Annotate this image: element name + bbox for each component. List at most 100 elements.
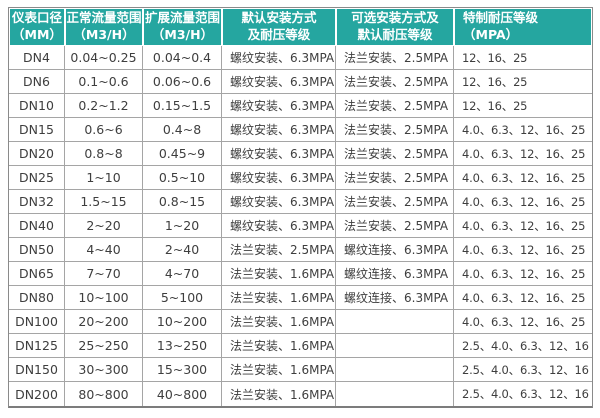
table-row: DN10 0.2~1.2 0.15~1.5 螺纹安装、6.3MPA 法兰安装、2.5MP…	[9, 94, 592, 118]
cell-optional-install	[336, 358, 454, 382]
table-row: DN25 1~10 0.5~10 螺纹安装、6.3MPA 法兰安装、2.5MPA 4.0、…	[9, 166, 592, 190]
cell-default-install: 法兰安装、1.6MPA	[222, 262, 336, 286]
cell-extended-flow-range: 0.4~8	[143, 118, 222, 142]
cell-special-pressure: 12、16、25	[454, 46, 592, 70]
cell-special-pressure: 4.0、6.3、12、16、25	[454, 118, 592, 142]
header-cell-special-pressure: 特制耐压等级 （MPA）	[454, 8, 592, 46]
header-label-line: （MPA）	[463, 27, 519, 42]
cell-extended-flow-range: 0.04~0.4	[143, 46, 222, 70]
table-row: DN100 20~200 10~200 法兰安装、1.6MPA 4.0、6.3、12、1…	[9, 310, 592, 334]
cell-special-pressure: 2.5、4.0、6.3、12、16	[454, 334, 592, 358]
table-row: DN4 0.04~0.25 0.04~0.4 螺纹安装、6.3MPA 法兰安装、2.5M…	[9, 46, 592, 70]
cell-default-install: 螺纹安装、6.3MPA	[222, 214, 336, 238]
header-cell-extended-flow-range: 扩展流量范围 （M3/H）	[143, 8, 222, 46]
header-cell-optional-install: 可选安装方式及 默认耐压等级	[336, 8, 454, 46]
cell-default-install: 螺纹安装、6.3MPA	[222, 190, 336, 214]
cell-default-install: 法兰安装、1.6MPA	[222, 310, 336, 334]
cell-default-install: 螺纹安装、6.3MPA	[222, 118, 336, 142]
cell-optional-install	[336, 382, 454, 406]
cell-normal-flow-range: 0.2~1.2	[65, 94, 143, 118]
cell-extended-flow-range: 0.15~1.5	[143, 94, 222, 118]
cell-default-install: 法兰安装、1.6MPA	[222, 286, 336, 310]
table-body: DN4 0.04~0.25 0.04~0.4 螺纹安装、6.3MPA 法兰安装、2.5M…	[9, 46, 592, 406]
table-row: DN32 1.5~15 0.8~15 螺纹安装、6.3MPA 法兰安装、2.5MPA 4.…	[9, 190, 592, 214]
cell-special-pressure: 12、16、25	[454, 70, 592, 94]
table-row: DN40 2~20 1~20 螺纹安装、6.3MPA 法兰安装、2.5MPA 4.0、6.…	[9, 214, 592, 238]
cell-normal-flow-range: 1~10	[65, 166, 143, 190]
cell-special-pressure: 2.5、4.0、6.3、12、16	[454, 358, 592, 382]
cell-diameter: DN65	[9, 262, 65, 286]
cell-default-install: 螺纹安装、6.3MPA	[222, 94, 336, 118]
cell-diameter: DN6	[9, 70, 65, 94]
cell-diameter: DN25	[9, 166, 65, 190]
header-cell-default-install: 默认安装方式 及耐压等级	[222, 8, 336, 46]
header-label-line: 可选安装方式及	[351, 10, 439, 26]
cell-extended-flow-range: 0.5~10	[143, 166, 222, 190]
cell-optional-install: 法兰安装、2.5MPA	[336, 94, 454, 118]
cell-extended-flow-range: 2~40	[143, 238, 222, 262]
cell-normal-flow-range: 25~250	[65, 334, 143, 358]
cell-special-pressure: 4.0、6.3、12、16、25	[454, 214, 592, 238]
cell-special-pressure: 4.0、6.3、12、16、25	[454, 142, 592, 166]
cell-extended-flow-range: 1~20	[143, 214, 222, 238]
cell-extended-flow-range: 15~300	[143, 358, 222, 382]
cell-diameter: DN32	[9, 190, 65, 214]
flow-meter-spec-table: 仪表口径 （MM） 正常流量范围 （M3/H） 扩展流量范围 （M3/H） 默认…	[8, 7, 593, 408]
cell-special-pressure: 4.0、6.3、12、16、25	[454, 190, 592, 214]
header-cell-diameter: 仪表口径 （MM）	[9, 8, 65, 46]
cell-special-pressure: 4.0、6.3、12、16、25	[454, 310, 592, 334]
cell-normal-flow-range: 0.04~0.25	[65, 46, 143, 70]
cell-default-install: 法兰安装、1.6MPA	[222, 358, 336, 382]
cell-normal-flow-range: 2~20	[65, 214, 143, 238]
cell-optional-install: 螺纹连接、6.3MPA	[336, 238, 454, 262]
cell-diameter: DN20	[9, 142, 65, 166]
header-cell-normal-flow-range: 正常流量范围 （M3/H）	[65, 8, 143, 46]
table-row: DN150 30~300 15~300 法兰安装、1.6MPA 2.5、4.0、6.3、…	[9, 358, 592, 382]
header-label-line: 仪表口径	[11, 10, 62, 26]
cell-default-install: 法兰安装、1.6MPA	[222, 334, 336, 358]
cell-normal-flow-range: 20~200	[65, 310, 143, 334]
cell-normal-flow-range: 7~70	[65, 262, 143, 286]
table-row: DN125 25~250 13~250 法兰安装、1.6MPA 2.5、4.0、6.3、…	[9, 334, 592, 358]
cell-diameter: DN4	[9, 46, 65, 70]
header-label-line: 默认安装方式	[241, 10, 317, 26]
cell-optional-install: 螺纹连接、6.3MPA	[336, 262, 454, 286]
cell-normal-flow-range: 0.8~8	[65, 142, 143, 166]
cell-normal-flow-range: 30~300	[65, 358, 143, 382]
cell-optional-install	[336, 334, 454, 358]
cell-optional-install: 螺纹连接、6.3MPA	[336, 286, 454, 310]
cell-optional-install: 法兰安装、2.5MPA	[336, 118, 454, 142]
cell-special-pressure: 4.0、6.3、12、16、25	[454, 238, 592, 262]
cell-normal-flow-range: 1.5~15	[65, 190, 143, 214]
cell-default-install: 法兰安装、2.5MPA	[222, 238, 336, 262]
cell-diameter: DN200	[9, 382, 65, 406]
cell-special-pressure: 2.5、4.0、6.3、12、16	[462, 387, 589, 401]
cell-optional-install: 法兰安装、2.5MPA	[336, 214, 454, 238]
cell-normal-flow-range: 0.1~0.6	[65, 70, 143, 94]
cell-extended-flow-range: 0.8~15	[143, 190, 222, 214]
cell-diameter: DN125	[9, 334, 65, 358]
cell-normal-flow-range: 80~800	[65, 382, 143, 406]
cell-special-pressure: 4.0、6.3、12、16、25	[454, 262, 592, 286]
header-label-line: （M3/H）	[73, 27, 135, 42]
cell-default-install: 螺纹安装、6.3MPA	[222, 142, 336, 166]
cell-diameter: DN15	[9, 118, 65, 142]
cell-extended-flow-range: 0.45~9	[143, 142, 222, 166]
cell-extended-flow-range: 13~250	[143, 334, 222, 358]
table-row: DN15 0.6~6 0.4~8 螺纹安装、6.3MPA 法兰安装、2.5MPA 4.0、…	[9, 118, 592, 142]
header-label-line: 及耐压等级	[247, 27, 311, 42]
cell-diameter: DN50	[9, 238, 65, 262]
cell-optional-install: 法兰安装、2.5MPA	[336, 46, 454, 70]
cell-normal-flow-range: 4~40	[65, 238, 143, 262]
cell-optional-install: 法兰安装、2.5MPA	[336, 190, 454, 214]
header-label-line: （M3/H）	[151, 27, 214, 42]
cell-default-install: 法兰安装、1.6MPA	[222, 382, 336, 406]
cell-default-install: 螺纹安装、6.3MPA	[222, 166, 336, 190]
cell-extended-flow-range: 5~100	[143, 286, 222, 310]
cell-optional-install	[336, 310, 454, 334]
table-row: DN50 4~40 2~40 法兰安装、2.5MPA 螺纹连接、6.3MPA 4.0、6.…	[9, 238, 592, 262]
header-label-line: 正常流量范围	[66, 10, 142, 26]
header-label-line: （MM）	[12, 27, 62, 42]
cell-default-install: 螺纹安装、6.3MPA	[222, 70, 336, 94]
